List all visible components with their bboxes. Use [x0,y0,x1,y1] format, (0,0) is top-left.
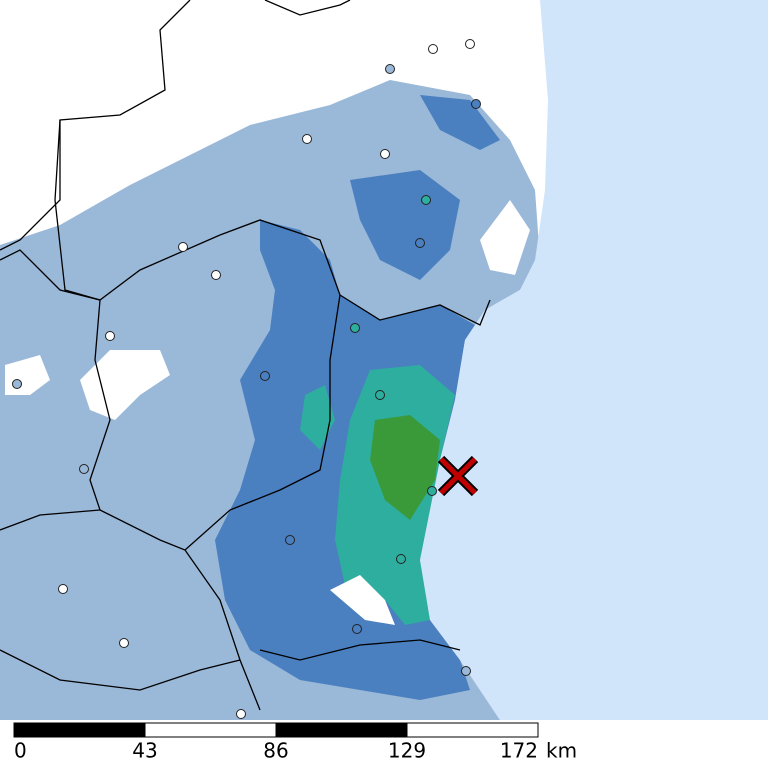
station [461,666,471,676]
station [427,486,437,496]
no-data [330,575,395,625]
station [350,323,360,333]
no-data [80,350,170,420]
scale-bar: 0 43 86 129 172 km [13,722,577,763]
station [471,99,481,109]
station [285,535,295,545]
station [79,464,89,474]
station [58,584,68,594]
intensity-mid [350,170,460,280]
scale-label: 43 [132,739,157,763]
station [105,331,115,341]
intensity-high [300,385,335,450]
stations [12,39,481,719]
intensity-strongest [370,415,440,520]
station [421,195,431,205]
scale-label: 172 [500,739,538,763]
station [375,390,385,400]
station [12,379,22,389]
station [465,39,475,49]
station [236,709,246,719]
no-data [480,200,530,275]
ocean [420,0,768,720]
scale-unit: km [546,739,577,763]
scale-label: 86 [263,739,288,763]
intensity-mid [420,95,500,150]
station [385,64,395,74]
station [302,134,312,144]
station [119,638,129,648]
station [396,554,406,564]
station [380,149,390,159]
epicenter [437,455,479,497]
scale-segment [275,722,408,738]
scale-label: 129 [388,739,426,763]
station [352,624,362,634]
station [415,238,425,248]
station [211,270,221,280]
prefecture-borders [0,0,491,711]
station [178,242,188,252]
scale-label: 0 [14,739,27,763]
station [428,44,438,54]
scale-segment [144,722,277,738]
scale-segment [13,722,146,738]
scale-segment [406,722,539,738]
station [260,371,270,381]
